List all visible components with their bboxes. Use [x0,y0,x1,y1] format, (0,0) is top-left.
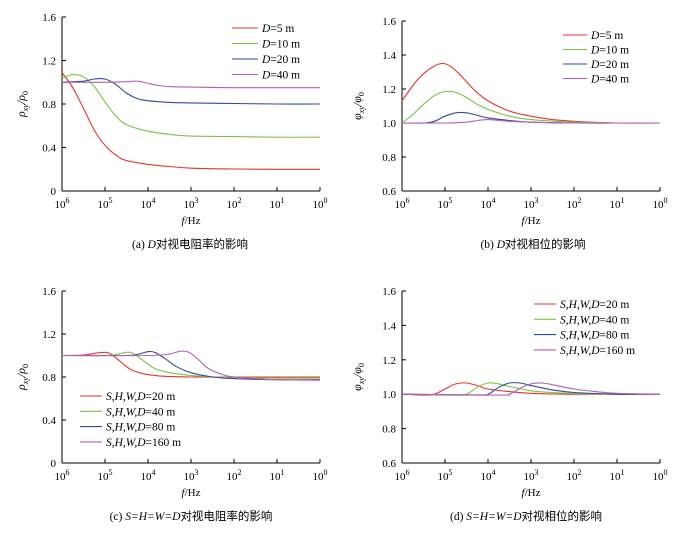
legend-entry: S,H,W,D=20 m [560,299,629,311]
series-line [61,80,320,89]
y-tick-label: 1.4 [382,50,396,62]
y-tick-label: 0.4 [42,143,56,155]
y-tick-label: 1.4 [382,320,396,332]
series-line [61,350,321,381]
y-tick-label: 0.8 [382,152,396,164]
panel-a: 0 0.4 0.8 1.2 1.6 106 105 104 103 102 101 100 f/Hz ρx… [14,12,328,227]
legend-entry: S,H,W,D=160 m [106,437,181,449]
legend-entry: D=40 m [261,70,300,82]
y-tick-label: 0.8 [42,99,56,111]
x-axis-label: f/Hz [182,215,201,227]
panel-b: 0.6 0.8 1.0 1.2 1.4 1.6 106 105 104 103 102 101 100 f… [350,16,668,227]
x-tick-label: 105 [98,468,113,483]
legend-entry: S,H,W,D=80 m [560,330,629,342]
x-tick-label: 102 [567,196,582,211]
series-line [61,350,321,381]
x-tick-label: 103 [184,196,199,211]
y-tick-label: 1.0 [382,389,396,401]
y-tick-label: 0 [51,186,57,198]
legend-entry: S,H,W,D=40 m [560,314,629,326]
x-axis-label: f/Hz [522,215,541,227]
legend-entry: D=10 m [261,39,300,51]
legend-entry: S,H,W,D=20 m [106,391,175,403]
y-tick-label: 1.6 [382,286,396,298]
legend-entry: S,H,W,D=80 m [106,422,175,434]
x-tick-label: 104 [141,196,156,211]
x-tick-label: 102 [227,196,242,211]
series-line [401,62,661,124]
legend-entry: S,H,W,D=40 m [106,406,175,418]
x-tick-label: 101 [270,468,285,483]
y-tick-label: 0.6 [382,186,396,198]
x-tick-label: 102 [227,468,242,483]
y-tick-label: 0.8 [42,372,56,384]
x-tick-label: 101 [610,468,625,483]
y-tick-label: 0.8 [382,424,396,436]
y-tick-label: 1.2 [42,56,56,68]
y-tick-label: 1.2 [382,84,396,96]
x-tick-label: 103 [524,196,539,211]
x-tick-label: 101 [610,196,625,211]
y-axis-label: φxy/φ0 [350,363,366,391]
legend-entry: D=5 m [590,30,623,42]
caption-b: (b) D对视相位的影响 [480,237,585,251]
panel-c: 0 0.4 0.8 1.2 1.6 106 105 104 103 102 101 100 f/Hz ρx… [14,286,328,499]
legend-entry: S,H,W,D=160 m [560,345,635,357]
x-tick-label: 100 [313,196,328,211]
x-tick-label: 106 [55,196,70,211]
x-tick-label: 105 [438,196,453,211]
x-tick-label: 105 [98,196,113,211]
x-tick-label: 103 [184,468,199,483]
x-tick-label: 100 [653,196,668,211]
y-tick-label: 1.6 [42,286,56,298]
x-axis-label: f/Hz [522,487,541,499]
legend-entry: D=20 m [261,54,300,66]
legend-entry: D=10 m [590,45,629,57]
x-tick-label: 102 [567,468,582,483]
x-tick-label: 106 [395,468,410,483]
x-tick-label: 104 [141,468,156,483]
series-line [61,77,321,105]
y-tick-label: 1.6 [382,16,396,28]
x-tick-label: 100 [653,468,668,483]
y-tick-label: 0.6 [382,458,396,470]
legend-entry: D=20 m [590,59,629,71]
x-tick-label: 104 [481,468,496,483]
series-line [401,111,660,124]
panel-d: 0.6 0.8 1.0 1.2 1.4 1.6 106 105 104 103 102 101 100 f… [350,286,668,499]
y-axis-label: ρxy/ρ0 [14,364,30,391]
x-tick-label: 105 [438,468,453,483]
x-axis-label: f/Hz [182,487,201,499]
x-tick-label: 106 [395,196,410,211]
y-tick-label: 1.0 [382,118,396,130]
series-line [401,382,661,396]
x-tick-label: 100 [313,468,328,483]
y-axis-label: ρxy/ρ0 [14,91,30,118]
y-tick-label: 1.6 [42,12,56,24]
y-tick-label: 0 [51,458,57,470]
x-tick-label: 104 [481,196,496,211]
caption-d: (d) S=H=W=D对视相位的影响 [450,509,602,523]
x-tick-label: 106 [55,468,70,483]
caption-c: (c) S=H=W=D对视电阻率的影响 [110,509,273,523]
x-tick-label: 101 [270,196,285,211]
legend-entry: D=5 m [261,23,294,35]
series-line [61,72,320,170]
series-line [401,90,661,124]
y-tick-label: 0.4 [42,415,56,427]
caption-a: (a) D对视电阻率的影响 [132,237,248,251]
series-line [401,119,660,124]
y-tick-label: 1.2 [42,329,56,341]
y-axis-label: φxy/φ0 [350,92,366,120]
y-tick-label: 1.2 [382,355,396,367]
x-tick-label: 103 [524,468,539,483]
series-line [61,74,321,138]
legend-entry: D=40 m [590,74,629,86]
